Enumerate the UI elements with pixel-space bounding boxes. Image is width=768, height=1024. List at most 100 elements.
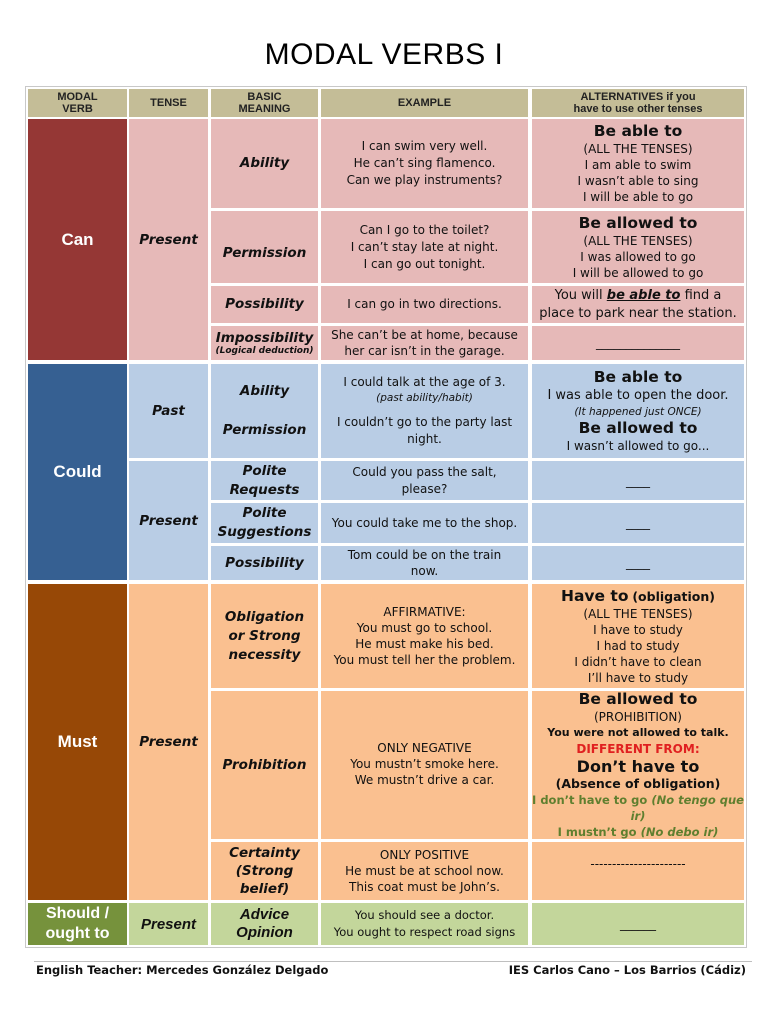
example-line: We mustn’t drive a car. xyxy=(354,773,495,787)
example-line: You must go to school. xyxy=(356,621,493,635)
meaning-label: Polite xyxy=(242,505,287,521)
alternative-note: (Absence of obligation) xyxy=(555,776,721,791)
meaning-can-impossibility: Impossibility (Logical deduction) xyxy=(211,326,318,360)
example-must-obligation: AFFIRMATIVE: You must go to school. He m… xyxy=(321,584,528,688)
header-alternatives-line2: have to use other tenses xyxy=(573,103,703,115)
alternative-title: Don’t have to xyxy=(576,757,700,776)
example-line: He can’t sing flamenco. xyxy=(353,156,496,170)
alternative-line: You were not allowed to talk. xyxy=(547,726,729,739)
alternative-must-certainty: ---------------------- xyxy=(532,842,744,900)
alternative-line: I’ll have to study xyxy=(587,670,689,685)
meaning-label: Impossibility xyxy=(215,329,314,346)
alternative-could-possibility: ____ xyxy=(532,546,744,580)
meaning-can-possibility: Possibility xyxy=(211,286,318,323)
alternative-line: (ALL THE TENSES) xyxy=(583,606,693,621)
example-can-impossibility: She can’t be at home, because her car is… xyxy=(321,326,528,360)
header-alternatives-line1: ALTERNATIVES if you xyxy=(580,91,696,103)
example-line: Can I go to the toilet? xyxy=(359,222,490,237)
meaning-must-prohibition: Prohibition xyxy=(211,691,318,839)
spanish-note: (No debo ir) xyxy=(640,825,719,839)
example-line: Could you pass the salt, xyxy=(352,464,497,479)
verb-must: Must xyxy=(28,584,127,900)
header-modal-verb-line2: VERB xyxy=(62,103,93,115)
header-modal-verb-line1: MODAL xyxy=(57,91,98,103)
header-example: EXAMPLE xyxy=(321,89,528,117)
alternative-blank: ---------------------- xyxy=(590,857,686,871)
alternative-must-prohibition: Be allowed to (PROHIBITION) You were not… xyxy=(532,691,744,839)
example-line: Can we play instruments? xyxy=(346,173,503,187)
spanish-example: I don’t have to go xyxy=(532,793,648,807)
meaning-label: Advice xyxy=(239,906,290,923)
meaning-could-possibility: Possibility xyxy=(211,546,318,580)
alternative-blank: ______ xyxy=(620,917,656,931)
alternative-emphasis: be able to xyxy=(606,287,681,303)
example-line: You ought to respect road signs xyxy=(333,925,516,939)
example-line: You must tell her the problem. xyxy=(333,653,516,667)
alternative-line: I will be allowed to go xyxy=(572,265,704,280)
alternative-title: Be able to xyxy=(593,122,683,140)
example-line: I can go out tonight. xyxy=(363,256,486,271)
verb-should-ought-to: Should / ought to xyxy=(28,903,127,945)
alternative-can-possibility: You will be able to find a place to park… xyxy=(532,286,744,323)
alternative-can-ability: Be able to (ALL THE TENSES) I am able to… xyxy=(532,119,744,208)
header-basic-meaning-line2: MEANING xyxy=(238,103,291,115)
meaning-label: belief) xyxy=(239,881,290,897)
example-could-past: I could talk at the age of 3. (past abil… xyxy=(321,364,528,458)
header-basic-meaning: BASIC MEANING xyxy=(211,89,318,117)
example-could-polite-suggestions: You could take me to the shop. xyxy=(321,503,528,543)
footer-school: IES Carlos Cano – Los Barrios (Cádiz) xyxy=(508,963,746,977)
verb-could-label: Could xyxy=(53,462,102,481)
alternative-line: I am able to swim xyxy=(584,158,692,172)
meaning-can-permission: Permission xyxy=(211,211,318,283)
example-line: please? xyxy=(401,481,448,496)
meaning-label: Polite xyxy=(242,462,287,479)
alternative-should-advice: ______ xyxy=(532,903,744,945)
spanish-translation-line: I don’t have to go (No tengo que ir) xyxy=(532,792,744,824)
example-line: I can go in two directions. xyxy=(347,297,502,311)
verb-can-label: Can xyxy=(61,229,94,249)
alternative-line: I was allowed to go xyxy=(580,249,696,264)
header-basic-meaning-line1: BASIC xyxy=(247,91,282,103)
alternative-text: find a xyxy=(680,287,722,303)
meaning-label: Certainty xyxy=(229,845,300,861)
example-must-prohibition: ONLY NEGATIVE You mustn’t smoke here. We… xyxy=(321,691,528,839)
example-label: ONLY NEGATIVE xyxy=(377,741,472,755)
meaning-should-advice: Advice Opinion xyxy=(211,903,318,945)
verb-ought-to-label: ought to xyxy=(45,925,110,942)
alternative-could-past: Be able to I was able to open the door. … xyxy=(532,364,744,458)
alternative-line: (ALL THE TENSES) xyxy=(583,142,693,156)
verb-must-label: Must xyxy=(57,732,98,751)
example-line: I can’t stay late at night. xyxy=(350,239,499,254)
alternative-blank: ____ xyxy=(626,516,650,530)
example-line: I can swim very well. xyxy=(361,139,488,153)
alternative-line: You will be able to find a xyxy=(555,287,722,305)
example-should-advice: You should see a doctor. You ought to re… xyxy=(321,903,528,945)
footer-teacher: English Teacher: Mercedes González Delga… xyxy=(36,963,329,977)
example-line: You could take me to the shop. xyxy=(331,515,518,530)
alternative-line: I will be able to go xyxy=(582,190,694,204)
meaning-label: Ability xyxy=(239,383,290,399)
tense-label: Present xyxy=(139,734,198,750)
alternative-line: I have to study xyxy=(593,622,683,637)
tense-can-present: Present xyxy=(129,119,208,360)
spanish-translation-line: I mustn’t go (No debo ir) xyxy=(558,824,719,839)
example-line: You should see a doctor. xyxy=(354,908,495,922)
example-line: I couldn’t go to the party last xyxy=(336,415,513,429)
example-line: You mustn’t smoke here. xyxy=(350,757,499,771)
meaning-label: Permission xyxy=(222,422,307,438)
verb-can: Can xyxy=(28,119,127,360)
example-must-certainty: ONLY POSITIVE He must be at school now. … xyxy=(321,842,528,900)
alternative-title-note: (obligation) xyxy=(632,588,715,604)
alternative-note: (PROHIBITION) xyxy=(593,710,682,724)
alternative-line: I didn’t have to clean xyxy=(574,654,702,669)
verb-should-label: Should / xyxy=(45,905,110,922)
header-alternatives: ALTERNATIVES if you have to use other te… xyxy=(532,89,744,117)
spanish-example: I mustn’t go xyxy=(557,825,637,839)
example-line: He must be at school now. xyxy=(345,864,504,878)
meaning-label: (Strong xyxy=(235,863,294,879)
alternative-title: Be allowed to xyxy=(578,419,698,437)
meaning-label: Opinion xyxy=(236,924,293,941)
meaning-could-past: Ability Permission xyxy=(211,364,318,458)
tense-label: Past xyxy=(152,403,185,419)
alternative-could-polite-requests: ____ xyxy=(532,461,744,500)
